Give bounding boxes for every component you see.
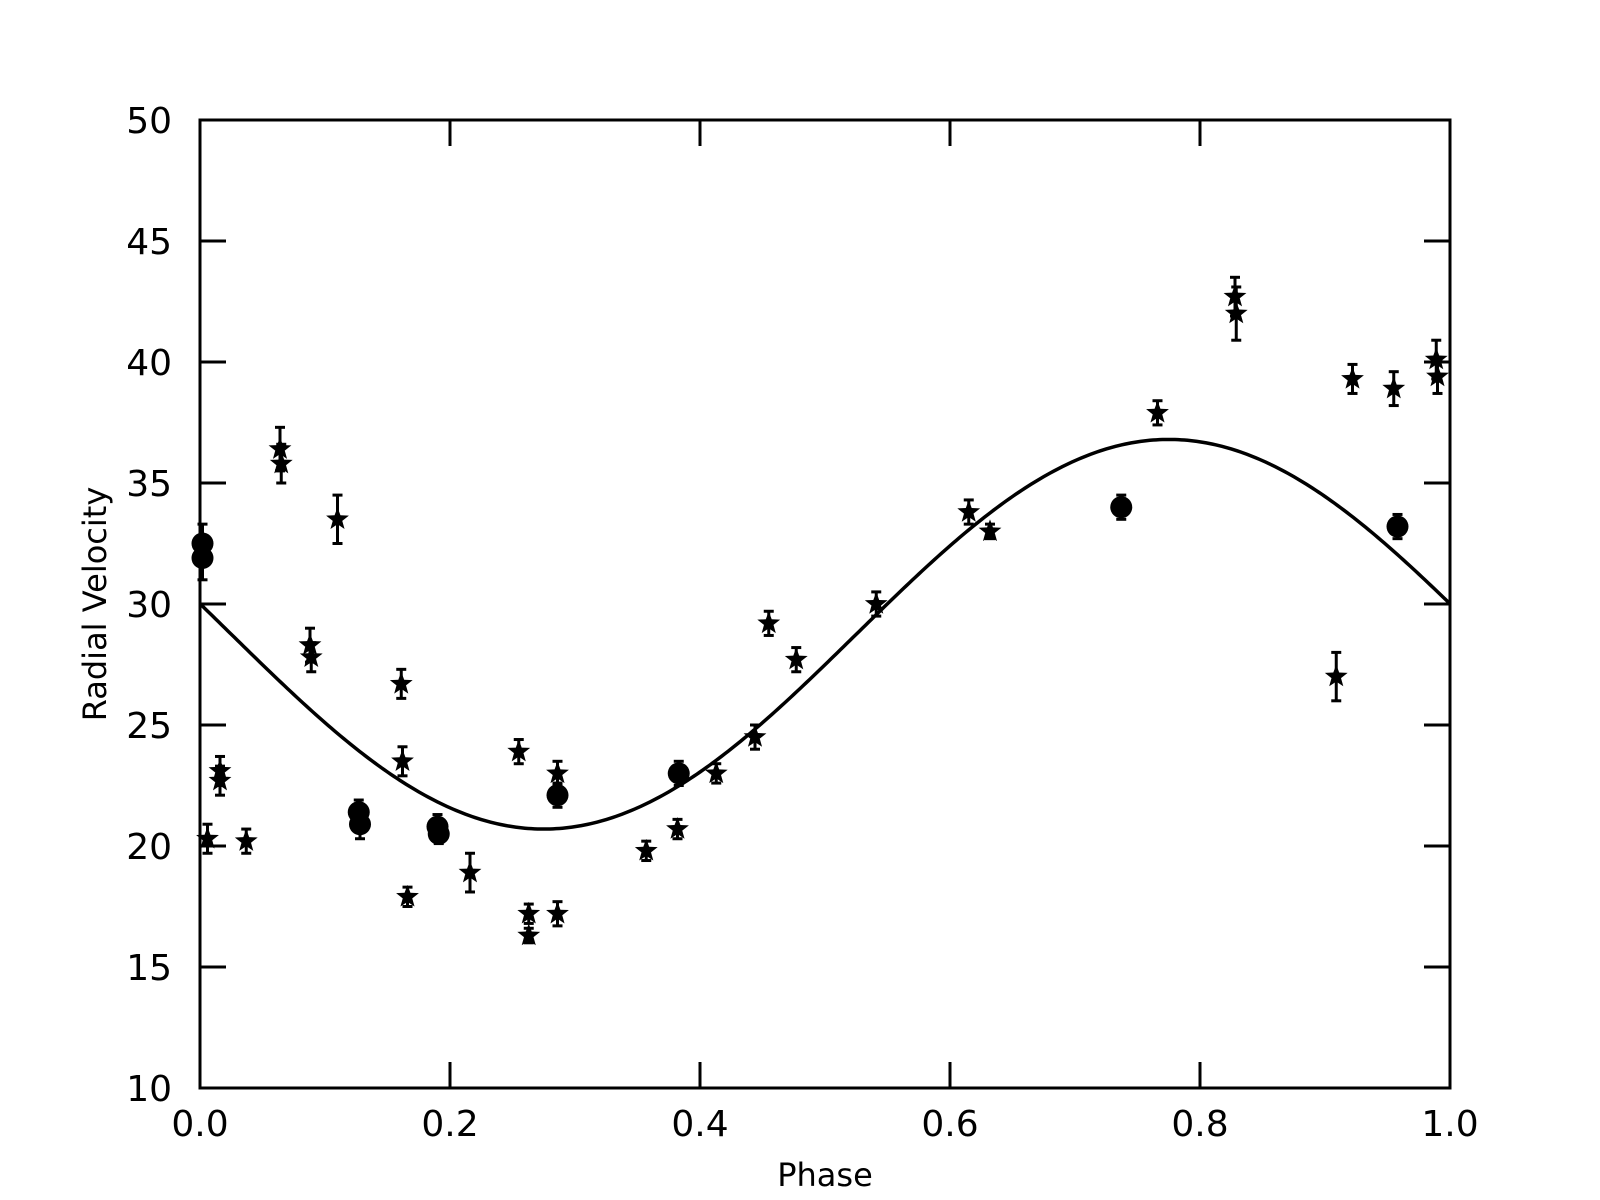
y-tick-label: 15 — [126, 948, 172, 989]
x-tick-label: 0.0 — [171, 1104, 228, 1145]
data-point-star — [546, 761, 569, 784]
y-tick-label: 40 — [126, 343, 172, 384]
data-point-star — [517, 923, 541, 946]
y-tick-label: 45 — [126, 222, 172, 263]
plot-frame — [198, 118, 1452, 1090]
data-point-star — [864, 592, 888, 614]
data-point-star — [326, 507, 349, 530]
data-point-circle — [349, 813, 371, 836]
data-point-star — [507, 739, 531, 762]
model-curve-line — [198, 437, 1452, 831]
ticks-layer: 0.0 0.2 0.4 0.6 0.8 1.0 10 15 20 25 30 35 40 45 50 — [126, 101, 1478, 1145]
data-point-star — [299, 645, 323, 667]
data-point-star — [978, 519, 1002, 542]
data-point-star — [389, 671, 413, 694]
x-tick-label: 1.0 — [1421, 1104, 1478, 1145]
x-tick-label: 0.4 — [671, 1104, 728, 1145]
data-point-star — [743, 725, 767, 747]
data-point-star — [1324, 664, 1348, 687]
data-point-star — [957, 500, 981, 522]
data-point-circle — [191, 547, 214, 570]
y-tick-label: 35 — [126, 464, 172, 505]
curve-layer — [198, 437, 1452, 831]
data-point-star — [391, 749, 414, 772]
y-tick-label: 10 — [126, 1069, 172, 1110]
data-point-circle — [546, 784, 569, 807]
y-tick-label: 30 — [126, 585, 172, 626]
data-point-star — [704, 761, 728, 784]
x-axis-label: Phase — [777, 1156, 873, 1194]
data-point-circle — [427, 822, 450, 845]
data-point-star — [1341, 366, 1364, 389]
data-point-star — [666, 817, 689, 839]
data-point-star — [1146, 400, 1169, 423]
data-point-star — [1382, 376, 1406, 399]
data-point-star — [546, 901, 569, 924]
y-tick-label: 20 — [126, 827, 172, 868]
data-point-star — [1224, 301, 1248, 324]
data-point-star — [396, 884, 419, 907]
plot-background — [200, 120, 1450, 1088]
data-point-star — [269, 451, 293, 474]
x-tick-label: 0.6 — [921, 1104, 978, 1145]
x-tick-label: 0.8 — [1171, 1104, 1228, 1145]
data-point-circle — [1386, 515, 1409, 538]
points-layer — [191, 275, 1449, 946]
data-point-circle — [667, 762, 690, 785]
y-tick-label: 25 — [126, 706, 172, 747]
y-tick-label: 50 — [126, 101, 172, 142]
data-point-star — [208, 768, 232, 791]
data-point-star — [784, 647, 808, 670]
data-point-star — [634, 838, 658, 861]
data-point-star — [234, 829, 258, 851]
data-point-star — [1426, 364, 1449, 387]
x-tick-label: 0.2 — [421, 1104, 478, 1145]
y-axis-label: Radial Velocity — [76, 487, 114, 722]
data-point-star — [757, 611, 781, 634]
data-point-circle — [1110, 496, 1133, 519]
data-point-star — [458, 860, 482, 883]
data-point-star — [196, 826, 219, 849]
data-point-star — [517, 901, 541, 924]
